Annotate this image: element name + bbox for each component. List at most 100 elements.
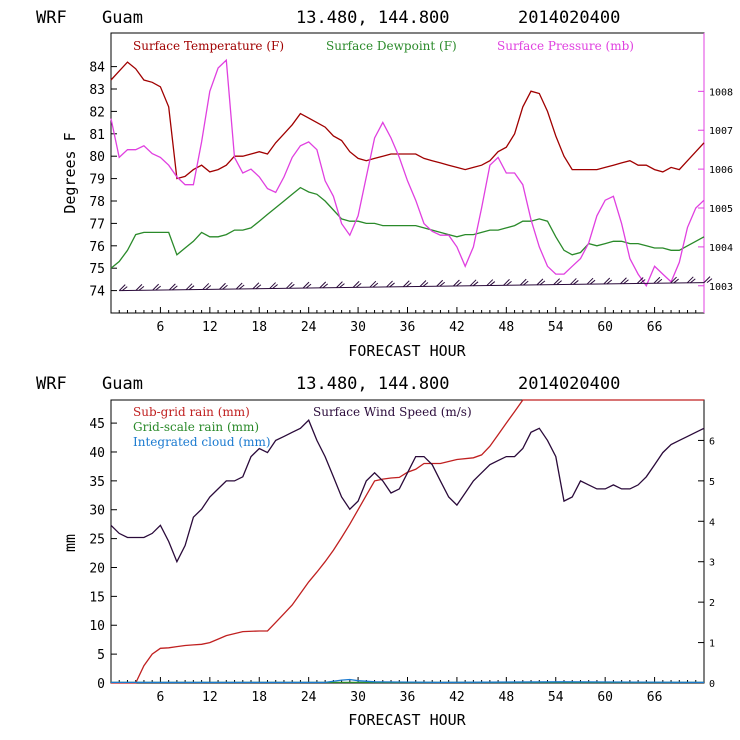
top-y2-tick-label: 1003 [709,282,733,293]
bottom-x-tick-label: 6 [157,690,165,705]
wind-barb [369,280,377,288]
wind-barb-flag [121,286,128,291]
legend-surface-wind-speed: Surface Wind Speed (m/s) [313,405,472,419]
wind-barb [453,279,460,287]
wind-barb [302,281,310,289]
wind-barb-flag [272,284,278,289]
bottom-y-tick-label: 35 [89,475,105,490]
top-x-tick-label: 18 [251,320,267,335]
bottom-x-tick-label: 48 [499,690,515,705]
top-plot-frame [110,32,705,314]
top-y2-tick-label: 1008 [709,87,733,98]
top-x-axis-label: FORECAST HOUR [348,342,466,360]
bottom-y-axis-label: mm [61,534,79,552]
wind-barb [469,279,477,287]
top-y-tick-label: 83 [89,83,105,98]
wind-barb-flag [539,280,546,286]
top-header-model: WRF [36,8,67,28]
wind-barb-flag [673,278,679,284]
bottom-x-tick-label: 12 [202,690,218,705]
wind-barb [586,277,594,285]
wind-barb-flag [639,279,646,284]
bottom-y2-ticks: 0 1 2 3 4 5 6 [698,436,715,690]
bottom-y-tick-label: 45 [89,417,105,432]
wind-barb [269,282,276,289]
bottom-y-tick-label: 0 [97,677,105,692]
bottom-header-location: Guam [102,374,143,394]
wind-barb-flag [439,281,445,287]
top-y2-tick-label: 1007 [709,126,733,137]
legend-sub-grid-rain: Sub-grid rain (mm) [133,405,250,419]
wind-barb [703,276,711,283]
top-header-coords: 13.480, 144.800 [296,8,450,28]
bottom-y-tick-label: 10 [89,619,105,634]
wind-barb-flag [222,284,228,290]
top-series-lines [110,58,705,288]
bottom-header-init: 2014020400 [518,374,620,394]
wind-barb [336,281,343,288]
top-y-axis-label: Degrees F [61,132,79,213]
bottom-header-coords: 13.480, 144.800 [296,374,450,394]
wind-barb [419,280,427,287]
bottom-y-tick-label: 40 [89,446,105,461]
bottom-x-tick-label: 36 [400,690,416,705]
bottom-x-axis-label: FORECAST HOUR [348,711,466,729]
top-x-tick-label: 36 [400,320,416,335]
top-y-tick-label: 82 [89,105,105,120]
wind-barb [152,283,160,291]
wind-barb [402,280,410,288]
top-x-tick-label: 42 [449,320,465,335]
wind-barb-flag [405,282,412,288]
bottom-y-tick-label: 20 [89,561,105,576]
top-y2-tick-label: 1006 [709,165,733,176]
wind-barb-flag [205,285,212,290]
bottom-x-tick-label: 60 [597,690,613,705]
top-y-ticks: 74 75 76 77 78 79 80 81 82 83 84 [89,61,117,300]
legend-integrated-cloud: Integrated cloud (mm) [133,435,271,449]
wind-barb [519,278,527,286]
bottom-y-tick-label: 15 [89,590,105,605]
top-x-tick-label: 60 [597,320,613,335]
bottom-x-tick-label: 42 [449,690,465,705]
wind-barb [135,284,143,291]
bottom-y2-tick-label: 3 [709,558,715,569]
wind-barb-flag [689,278,696,284]
top-y-tick-label: 84 [89,61,105,76]
wind-barb [536,278,544,286]
wind-barb [603,277,611,285]
wind-barb-flag [355,283,362,288]
top-y-tick-label: 75 [89,262,105,277]
top-header-init: 2014020400 [518,8,620,28]
wind-barb [670,276,677,284]
wind-barb-flag [389,282,395,288]
top-header-location: Guam [102,8,143,28]
bottom-y-tick-label: 5 [97,648,105,663]
bottom-y2-tick-label: 4 [709,517,715,528]
wind-barb-flag [623,279,629,285]
surface-wind-speed-m-s-line [110,419,705,564]
top-x-tick-label: 6 [157,320,165,335]
top-panel: WRF Guam 13.480, 144.800 2014020400 6 12 1… [36,8,733,360]
top-x-tick-label: 12 [202,320,218,335]
wind-barbs [118,276,713,292]
top-x-tick-label: 54 [548,320,564,335]
wind-barb [118,284,126,291]
wind-barb [185,283,193,291]
top-y2-ticks: 1003 1004 1005 1006 1007 1008 [698,87,733,293]
wind-barb-flag [372,282,379,288]
wind-barb [235,282,243,290]
bottom-y-tick-label: 25 [89,533,105,548]
wind-barb-flag [606,279,613,285]
wind-barb-flag [305,283,312,289]
bottom-x-tick-label: 18 [251,690,267,705]
wind-barb-flag [456,281,462,287]
bottom-y2-tick-label: 0 [709,679,715,690]
top-y-tick-label: 76 [89,240,105,255]
bottom-y-ticks: 0 5 10 15 20 25 30 35 40 45 [89,417,117,692]
wind-barb-flag [489,281,496,286]
wind-barb [636,277,644,284]
wind-barb [503,278,510,286]
bottom-y2-tick-label: 1 [709,639,715,650]
bottom-x-ticks: 6 12 18 24 30 36 42 48 54 60 66 [118,677,697,705]
